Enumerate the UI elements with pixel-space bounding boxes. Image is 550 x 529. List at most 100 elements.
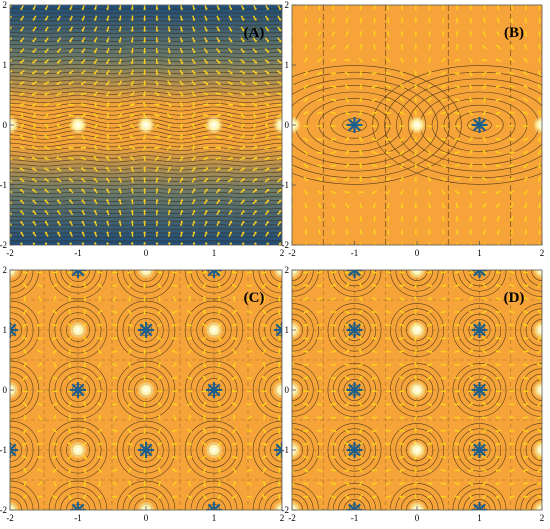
x-tick-label: 0 — [144, 248, 149, 258]
source-point — [137, 270, 155, 279]
source-point — [69, 321, 87, 339]
source-point — [533, 381, 542, 399]
y-tick-label: 2 — [285, 0, 290, 10]
panel-label: (B) — [504, 25, 524, 41]
y-tick-label: -1 — [282, 445, 290, 455]
source-point — [292, 321, 301, 339]
sink-point — [206, 382, 222, 398]
x-tick-label: -1 — [74, 513, 82, 523]
source-point — [273, 116, 282, 134]
source-point — [10, 381, 19, 399]
contour-lines — [292, 5, 542, 245]
x-tick-label: -2 — [288, 513, 296, 523]
sink-point — [138, 442, 154, 458]
panel-label: (C) — [244, 290, 265, 306]
source-point — [10, 270, 19, 279]
source-point — [273, 501, 282, 510]
sink-point — [471, 322, 488, 338]
vector-field — [10, 270, 282, 510]
panel-a: -2 -1 0 1 2 -2 -1 0 1 2 (A) — [0, 0, 285, 258]
y-tick-label: 1 — [285, 60, 290, 70]
source-point — [292, 116, 301, 134]
sink-point — [471, 442, 488, 458]
x-tick-label: 2 — [540, 513, 545, 523]
plot-area — [292, 270, 542, 510]
source-point — [205, 441, 223, 459]
source-point — [292, 381, 301, 399]
source-point — [533, 116, 542, 134]
source-point — [533, 501, 542, 510]
source-point — [273, 270, 282, 279]
source-point — [10, 116, 19, 134]
x-tick-label: 1 — [477, 513, 482, 523]
source-point — [69, 116, 87, 134]
source-point — [408, 501, 426, 510]
x-tick-label: 2 — [540, 248, 545, 258]
y-tick-label: 0 — [3, 120, 8, 130]
x-tick-label: 1 — [212, 248, 217, 258]
x-tick-label: -2 — [6, 513, 14, 523]
contour-lines — [292, 270, 542, 510]
y-tick-label: -2 — [0, 240, 7, 250]
panel-c: -2 -1 0 1 2 -2 -1 0 1 2 (C) — [0, 265, 285, 523]
y-tick-label: -2 — [282, 240, 290, 250]
x-tick-label: 1 — [212, 513, 217, 523]
sink-point — [471, 270, 488, 278]
y-tick-label: -2 — [282, 505, 290, 515]
x-tick-label: -1 — [74, 248, 82, 258]
x-tick-label: 2 — [280, 513, 285, 523]
x-tick-label: 2 — [280, 248, 285, 258]
sink-point — [346, 442, 363, 458]
x-tick-label: 0 — [415, 248, 420, 258]
source-point — [137, 116, 155, 134]
sink-point — [471, 117, 488, 133]
y-tick-label: 1 — [285, 325, 290, 335]
source-point — [408, 441, 426, 459]
source-point — [533, 441, 542, 459]
source-point — [533, 321, 542, 339]
plot-area — [10, 5, 282, 245]
sink-point — [346, 382, 363, 398]
x-tick-label: -2 — [288, 248, 296, 258]
y-tick-label: 1 — [3, 60, 8, 70]
x-tick-label: 0 — [415, 513, 420, 523]
y-tick-label: 2 — [3, 0, 8, 10]
source-point — [408, 321, 426, 339]
panel-label: (D) — [504, 290, 525, 306]
source-point — [205, 321, 223, 339]
y-tick-label: -1 — [0, 445, 7, 455]
panel-label: (A) — [244, 25, 265, 41]
source-point — [533, 270, 542, 279]
sink-point — [206, 270, 222, 278]
source-point — [273, 381, 282, 399]
source-point — [10, 501, 19, 510]
source-point — [292, 501, 301, 510]
source-point — [137, 501, 155, 510]
x-tick-label: -1 — [351, 248, 359, 258]
x-tick-label: 0 — [144, 513, 149, 523]
sink-point — [471, 382, 488, 398]
source-point — [205, 116, 223, 134]
sink-point — [274, 322, 282, 338]
y-tick-label: -1 — [282, 180, 290, 190]
y-tick-label: -2 — [0, 505, 7, 515]
source-point — [137, 381, 155, 399]
source-point — [69, 441, 87, 459]
sink-point — [346, 117, 363, 133]
sink-point — [70, 382, 86, 398]
y-tick-label: 2 — [285, 265, 290, 275]
source-point — [408, 381, 426, 399]
y-tick-label: 0 — [3, 385, 8, 395]
y-tick-label: 0 — [285, 120, 290, 130]
contour-lines — [10, 8, 282, 245]
sink-point — [274, 442, 282, 458]
source-point — [408, 116, 426, 134]
sink-point — [346, 270, 363, 278]
y-tick-label: 1 — [3, 325, 8, 335]
source-point — [292, 270, 301, 279]
sink-point — [138, 322, 154, 338]
sink-point — [70, 270, 86, 278]
x-tick-label: -1 — [351, 513, 359, 523]
